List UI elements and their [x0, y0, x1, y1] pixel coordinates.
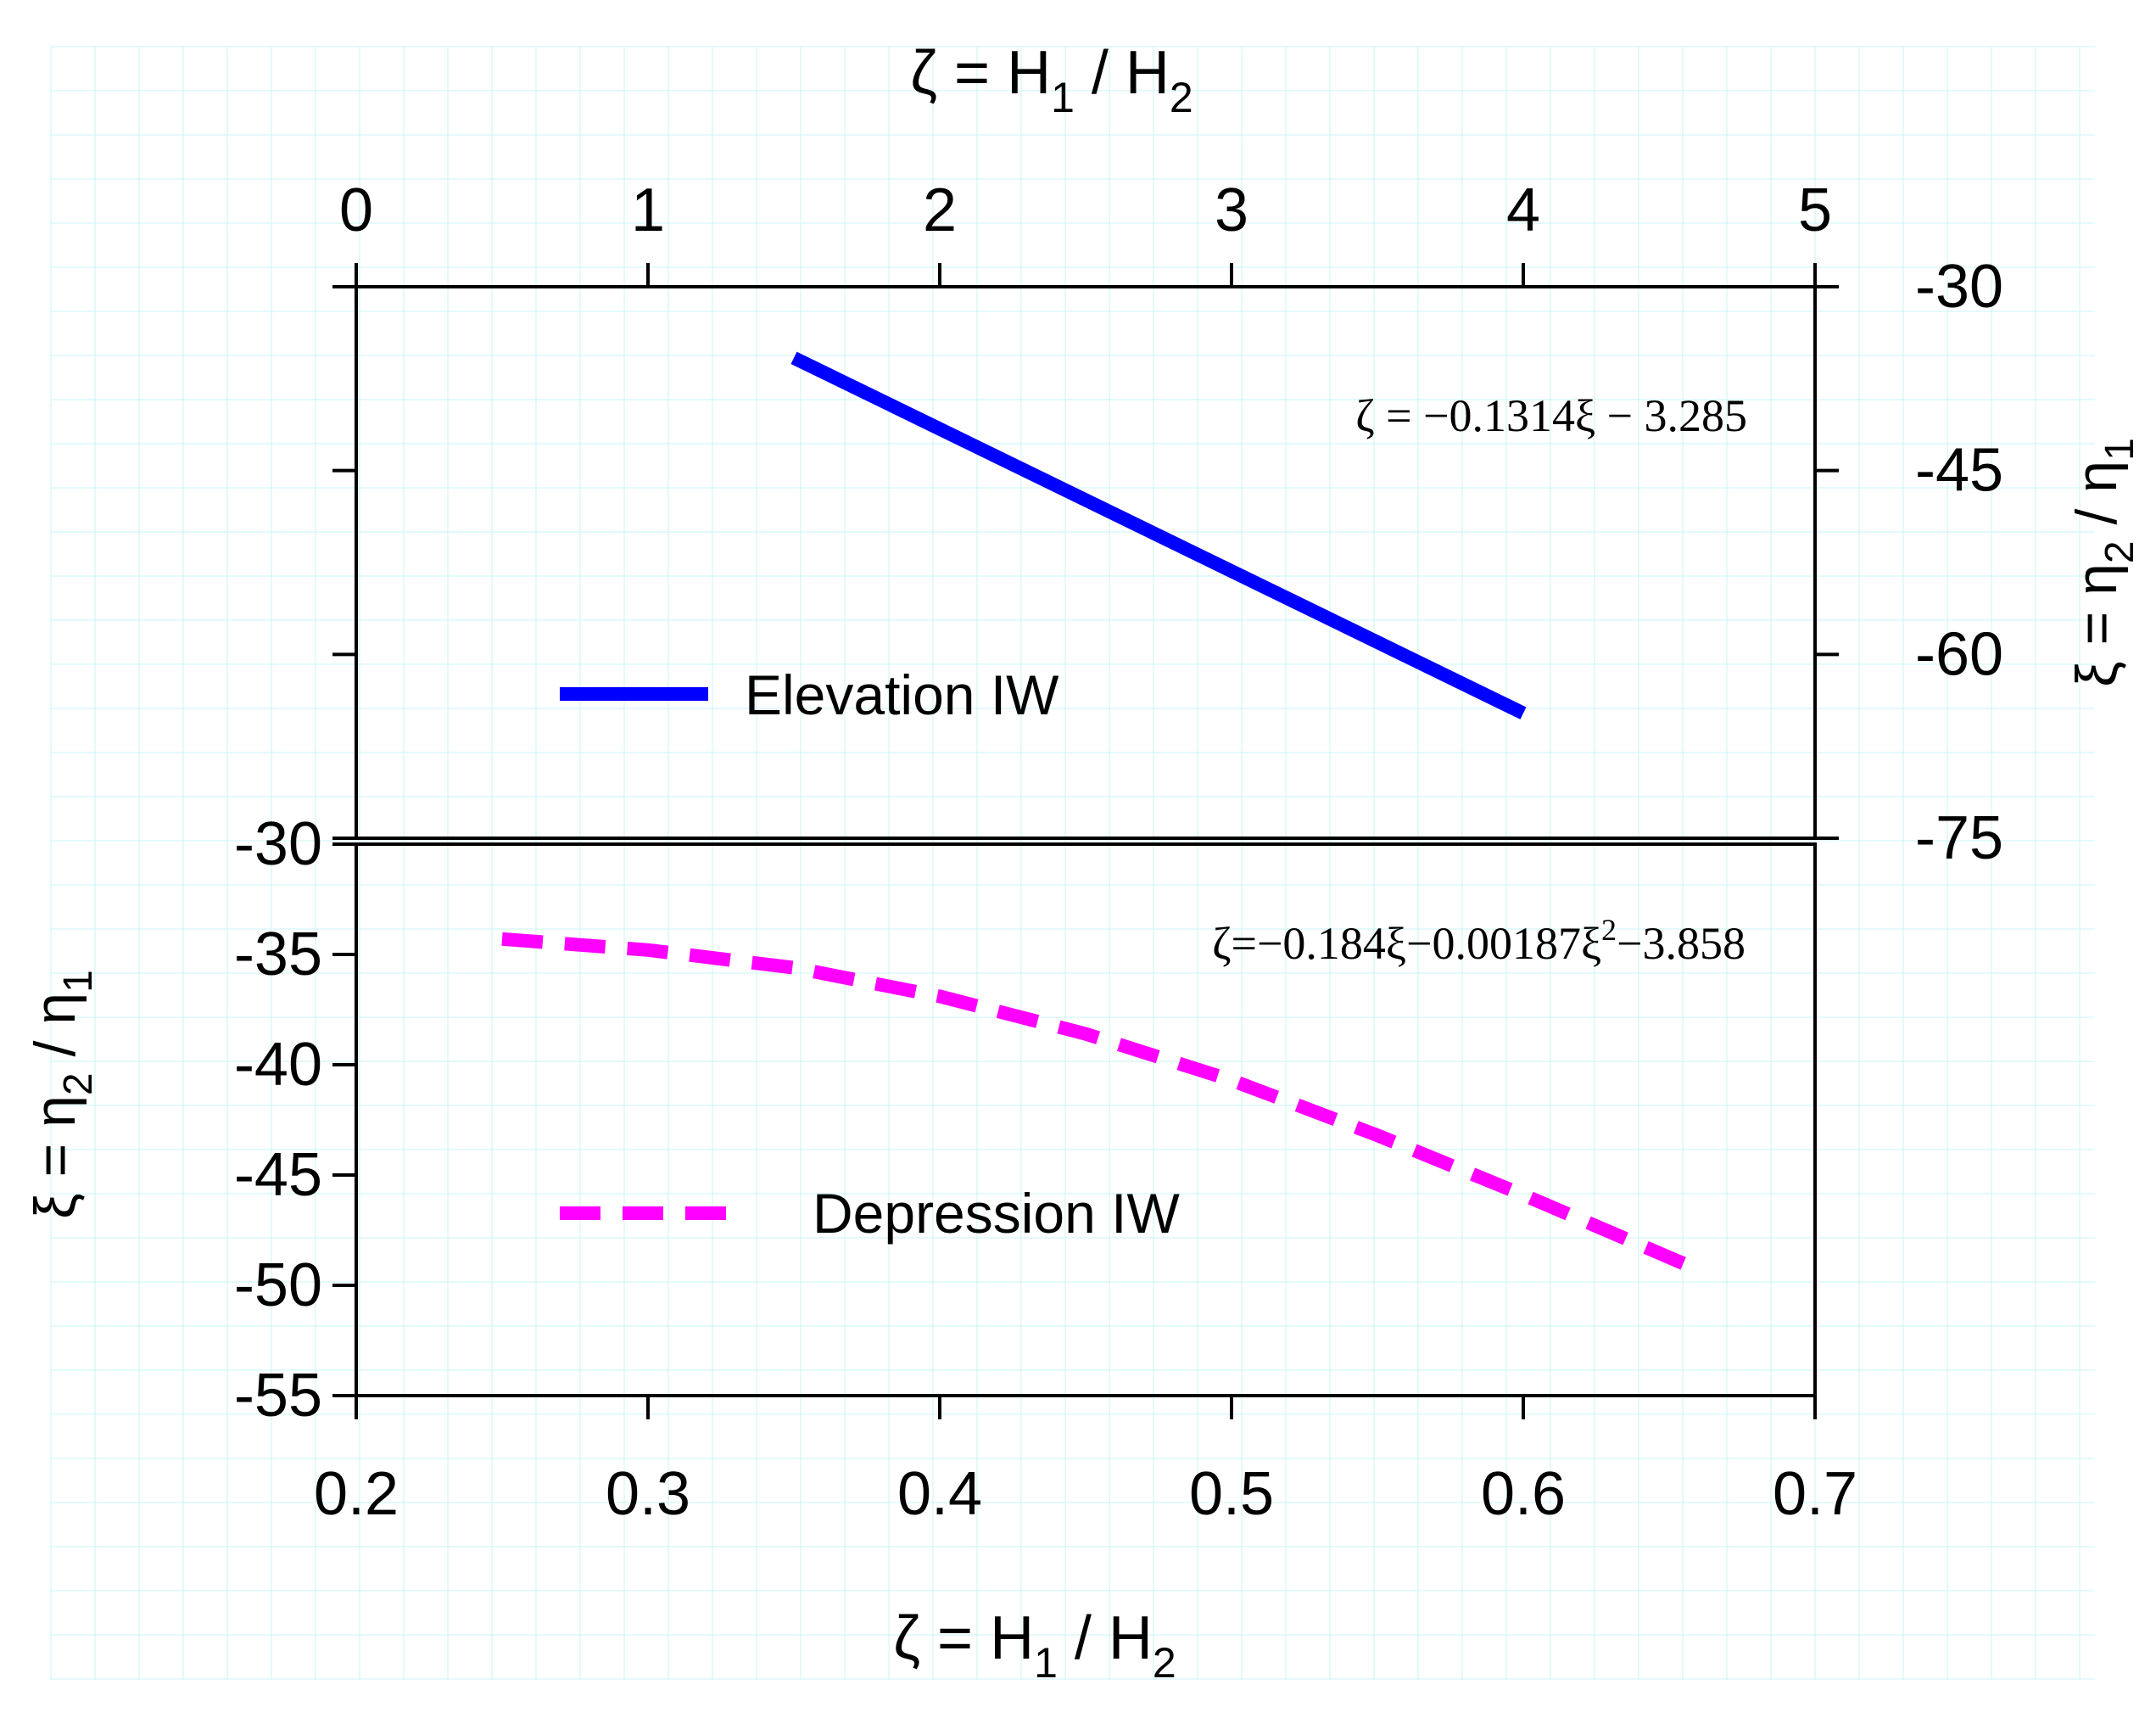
y-tick-label: -60: [1915, 620, 2003, 688]
y-tick-label: -75: [1915, 804, 2003, 872]
x-tick-label: 1: [631, 176, 665, 244]
x-tick-label: 0.5: [1189, 1460, 1274, 1528]
y-tick-label: -55: [234, 1362, 322, 1430]
series-layer: [501, 351, 1701, 1277]
x-tick-label: 3: [1215, 176, 1248, 244]
legend-elevation: Elevation IW: [560, 663, 1059, 726]
y-tick-label: -45: [1915, 437, 2003, 505]
series-depression-line: [501, 932, 1701, 1277]
y-tick-label: -40: [234, 1031, 322, 1099]
bottom-plot-frame: [355, 842, 1817, 1397]
background-grid: [50, 46, 2095, 1680]
y-tick-label: -45: [234, 1141, 322, 1209]
x-tick-label: 0.2: [314, 1460, 399, 1528]
x-tick-label: 2: [923, 176, 957, 244]
bottom-axis-ticks: 0.2 0.3 0.4 0.5 0.6 0.7 -30 -35 -40 -45 -50 -55: [234, 810, 1857, 1528]
depression-equation: ζ=−0.184ξ−0.00187ξ2−3.858: [1212, 913, 1745, 969]
top-plot-frame: [355, 285, 1817, 840]
series-elevation-line: [790, 351, 1527, 719]
top-axis-ticks: 0 1 2 3 4 5 -30 -45 -60 -75: [332, 176, 2003, 872]
legend-elevation-label: Elevation IW: [745, 663, 1059, 726]
x-tick-label: 4: [1506, 176, 1540, 244]
x-tick-label: 0.4: [897, 1460, 982, 1528]
left-y-axis-title: ξ = η2 / η1: [23, 970, 101, 1219]
x-tick-label: 0.7: [1773, 1460, 1857, 1528]
x-tick-label: 0.3: [606, 1460, 690, 1528]
elevation-equation: ζ = −0.1314ξ − 3.285: [1355, 390, 1747, 441]
y-tick-label: -30: [234, 810, 322, 878]
y-tick-label: -50: [234, 1251, 322, 1319]
bottom-x-axis-title: ζ = H1 / H2: [893, 1604, 1176, 1687]
y-tick-label: -35: [234, 921, 322, 988]
y-tick-label: -30: [1915, 253, 2003, 321]
x-tick-label: 5: [1798, 176, 1832, 244]
legend-depression-label: Depression IW: [813, 1182, 1181, 1245]
x-tick-label: 0.6: [1481, 1460, 1566, 1528]
top-x-axis-title: ζ = H1 / H2: [910, 39, 1193, 121]
x-tick-label: 0: [339, 176, 373, 244]
legend-depression: Depression IW: [560, 1182, 1181, 1245]
right-y-axis-title: ξ = η2 / η1: [2064, 438, 2142, 687]
